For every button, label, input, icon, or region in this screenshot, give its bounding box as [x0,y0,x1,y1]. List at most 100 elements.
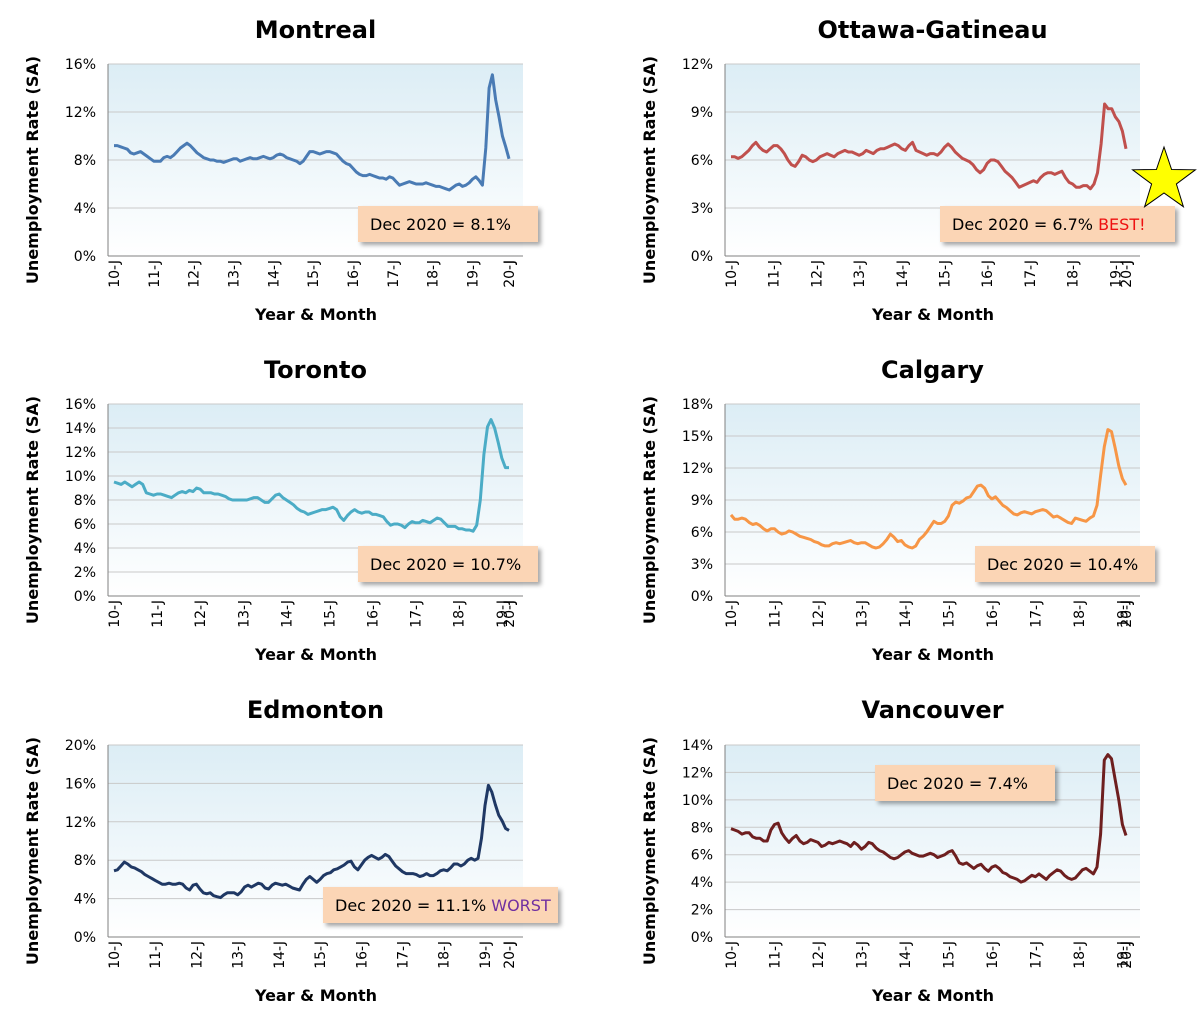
callout: Dec 2020 = 6.7% BEST! [940,206,1175,242]
x-tick-label: 15-J [938,260,954,288]
y-tick-label: 15% [682,429,713,445]
x-tick-label: 14-J [266,260,282,288]
y-tick-label: 0% [74,589,96,605]
y-tick-label: 10% [682,793,713,809]
y-axis-title: Unemployment Rate (SA) [640,737,659,965]
callout: Dec 2020 = 10.7% [358,546,538,582]
callout-value: Dec 2020 = 6.7% [952,215,1098,234]
y-tick-label: 2% [691,903,713,919]
x-tick-label: 13-J [236,600,252,628]
x-tick-label: J [502,600,518,605]
x-tick-label: 15-J [322,600,338,628]
x-tick-label: 16-J [346,260,362,288]
x-tick-label: 17-J [1023,260,1039,288]
y-axis-title: Unemployment Rate (SA) [640,56,659,284]
x-tick-label: 16-J [354,941,370,969]
y-tick-label: 0% [691,249,713,265]
x-tick-label: 19-J [478,941,494,969]
y-tick-label: 12% [682,461,713,477]
x-tick-label: 19-J [1115,600,1131,628]
callout-box [875,765,1055,801]
x-tick-label: 20-J [502,941,518,969]
callout: Dec 2020 = 11.1% WORST [323,887,558,923]
y-tick-label: 12% [682,765,713,781]
y-tick-label: 18% [682,397,713,413]
x-tick-label: 10-J [107,941,123,969]
callout-text: Dec 2020 = 7.4% [887,774,1028,793]
x-tick-label: 13-J [854,600,870,628]
x-tick-label: J [1119,600,1135,605]
chart-panel-vancouver: Vancouver 0% 2% 4% 6% 8% 10% 12% 14% 10-J 11-J 12-J… [640,696,1140,1005]
y-tick-label: 14% [65,421,96,437]
callout-text: Dec 2020 = 8.1% [370,215,511,234]
callout: Dec 2020 = 8.1% [358,206,538,242]
x-tick-label: 19-J [465,260,481,288]
x-tick-label: J [502,941,518,946]
y-axis-title: Unemployment Rate (SA) [23,56,42,284]
chart-panel-toronto: Toronto 0% 2% 4% 6% 8% 10% 12% 14% 16% 10-J 11-J 12-… [23,356,538,664]
x-tick-label: 17-J [1028,600,1044,628]
series-line [113,783,510,900]
x-tick-label: 11-J [767,941,783,969]
chart-title: Vancouver [861,696,1003,724]
y-tick-label: 0% [74,930,96,946]
y-axis-title: Unemployment Rate (SA) [23,737,42,965]
x-tick-label: 17-J [396,941,412,969]
x-tick-label: 16-J [985,600,1001,628]
chart-title: Calgary [881,356,984,384]
x-tick-label: 17-J [1028,941,1044,969]
chart-panel-montreal: Montreal 0% 4% 8% 12% 16% 10-J 11-J 12-J 13-J 14-J… [23,16,538,324]
callout: Dec 2020 = 7.4% [875,765,1055,801]
x-tick-label: 20-J [1119,260,1135,288]
x-axis-title: Year & Month [871,986,994,1005]
callout-text: Dec 2020 = 11.1% WORST [335,896,551,915]
x-tick-label: 11-J [767,600,783,628]
y-tick-label: 12% [65,105,96,121]
x-tick-label: 19-J [1108,260,1124,288]
star-icon [1131,145,1197,208]
y-tick-label: 6% [691,525,713,541]
series-line [113,418,509,533]
x-axis-title: Year & Month [254,305,377,324]
y-tick-label: 0% [74,249,96,265]
x-tick-label: 16-J [980,260,996,288]
x-axis-title: Year & Month [254,645,377,664]
callout-box [358,546,538,582]
x-tick-label: 18-J [437,941,453,969]
x-tick-label: 11-J [150,600,166,628]
x-tick-label: 11-J [767,260,783,288]
y-tick-label: 9% [691,105,713,121]
y-tick-label: 9% [691,493,713,509]
x-tick-label: 19-J [495,600,511,628]
x-tick-label: 14-J [898,600,914,628]
y-tick-label: 4% [691,875,713,891]
x-tick-label: 15-J [313,941,329,969]
x-tick-label: 12-J [809,260,825,288]
x-tick-label: 14-J [895,260,911,288]
x-tick-label: 17-J [386,260,402,288]
callout-value: Dec 2020 = 8.1% [370,215,511,234]
callout-value: Dec 2020 = 10.7% [370,555,521,574]
y-tick-label: 8% [691,820,713,836]
x-tick-label: 12-J [811,941,827,969]
chart-panel-ottawa-gatineau: Ottawa-Gatineau 0% 3% 6% 9% 12% 10-J 11-J 12-J 13… [640,16,1197,324]
y-tick-label: 4% [74,892,96,908]
x-tick-label: 15-J [941,600,957,628]
y-tick-label: 12% [65,815,96,831]
x-axis-title: Year & Month [871,305,994,324]
x-tick-label: 15-J [941,941,957,969]
series-line [114,73,511,192]
y-tick-label: 6% [691,153,713,169]
callout-tag: BEST! [1098,215,1145,234]
callout-box [323,887,558,923]
y-tick-label: 8% [74,153,96,169]
x-tick-label: 15-J [306,260,322,288]
y-tick-label: 6% [74,517,96,533]
x-tick-label: 13-J [852,260,868,288]
y-tick-label: 14% [682,738,713,754]
y-tick-label: 3% [691,201,713,217]
x-tick-label: 18-J [426,260,442,288]
x-tick-label: 18-J [1072,941,1088,969]
x-tick-label: 11-J [148,941,164,969]
